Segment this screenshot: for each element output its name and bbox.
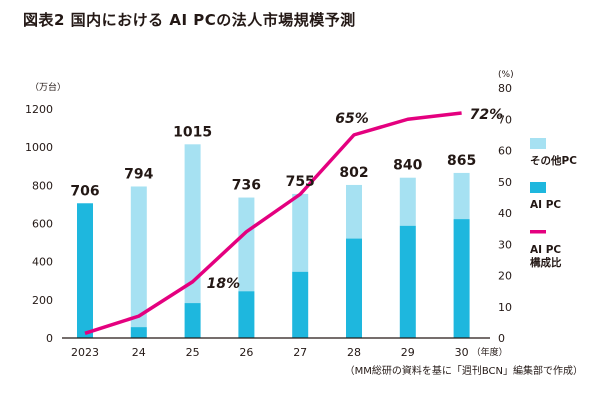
legend-swatch-other-pc bbox=[530, 138, 546, 149]
left-axis-unit: （万台） bbox=[30, 81, 66, 93]
left-y-tick-label: 0 bbox=[46, 332, 53, 345]
x-tick-label: 2023 bbox=[71, 346, 99, 359]
ratio-annotation: 72% bbox=[470, 107, 504, 123]
line-layer bbox=[84, 111, 462, 335]
source-note: （MM総研の資料を基に「週刊BCN」編集部で作成） bbox=[345, 364, 583, 377]
bar-other-pc bbox=[346, 184, 362, 239]
x-tick-label: 25 bbox=[186, 346, 200, 359]
right-y-tick-label: 10 bbox=[498, 301, 512, 314]
right-y-tick-label: 40 bbox=[498, 207, 512, 220]
x-tick-label: 24 bbox=[132, 346, 146, 359]
bar-ai-pc bbox=[184, 303, 201, 338]
legend-swatch-ratio-line bbox=[530, 230, 546, 234]
left-y-tick-label: 200 bbox=[32, 294, 53, 307]
bar-other-pc bbox=[238, 197, 255, 292]
x-axis-unit: （年度） bbox=[472, 346, 508, 358]
x-tick-label: 28 bbox=[347, 346, 361, 359]
legend-swatch-ai-pc bbox=[530, 182, 546, 193]
left-y-tick-label: 1000 bbox=[25, 141, 53, 154]
bars-layer bbox=[77, 144, 470, 338]
bar-other-pc bbox=[292, 193, 309, 272]
right-y-tick-label: 50 bbox=[498, 176, 512, 189]
bar-total-label: 865 bbox=[447, 153, 476, 169]
bar-ai-pc bbox=[346, 238, 362, 338]
right-y-tick-label: 70 bbox=[498, 113, 512, 126]
right-y-tick-label: 60 bbox=[498, 145, 512, 158]
chart-title: 図表2 国内における AI PCの法人市場規模予測 bbox=[23, 11, 356, 29]
bar-other-pc bbox=[453, 172, 470, 220]
bar-ai-pc bbox=[399, 225, 416, 338]
legend-label: 構成比 bbox=[530, 256, 562, 269]
bar-total-label: 755 bbox=[286, 174, 315, 190]
left-y-tick-label: 400 bbox=[32, 256, 53, 269]
right-y-tick-label: 30 bbox=[498, 238, 512, 251]
legend-label: AI PC bbox=[530, 199, 561, 211]
axes-layer: 2023 24 25 26 27 28 29 30 （年度）020040060080010001… bbox=[25, 70, 514, 359]
x-tick-label: 27 bbox=[293, 346, 307, 359]
bar-total-label: 802 bbox=[339, 165, 368, 181]
right-y-tick-label: 80 bbox=[498, 82, 512, 95]
right-y-tick-label: 20 bbox=[498, 270, 512, 283]
bar-other-pc bbox=[77, 203, 93, 338]
bar-total-label: 1015 bbox=[173, 124, 212, 140]
ratio-annotation: 65% bbox=[335, 111, 369, 127]
x-tick-label: 29 bbox=[401, 346, 415, 359]
bar-total-label: 794 bbox=[124, 166, 153, 182]
right-axis-unit: (%) bbox=[498, 70, 514, 80]
left-y-tick-label: 1200 bbox=[25, 103, 53, 116]
x-tick-label: 26 bbox=[239, 346, 253, 359]
bar-other-pc bbox=[130, 186, 147, 328]
bar-ai-pc bbox=[292, 271, 309, 338]
bar-other-pc bbox=[399, 177, 416, 226]
bar-ai-pc bbox=[453, 219, 470, 338]
left-y-tick-label: 800 bbox=[32, 179, 53, 192]
bar-total-label: 706 bbox=[70, 183, 99, 199]
labels-layer: 706 794 1015 736 755 802 840 865 18% 65% 72% bbox=[70, 107, 503, 292]
bar-total-label: 840 bbox=[393, 158, 422, 174]
ratio-annotation: 18% bbox=[207, 276, 241, 292]
bar-ai-pc bbox=[238, 291, 255, 338]
legend-label: AI PC bbox=[530, 244, 561, 256]
bar-ai-pc bbox=[130, 327, 147, 338]
legend-label: その他PC bbox=[530, 154, 577, 167]
bar-total-label: 736 bbox=[232, 178, 261, 194]
x-tick-label: 30 bbox=[455, 346, 469, 359]
right-y-tick-label: 0 bbox=[498, 332, 505, 345]
ratio-line bbox=[84, 111, 462, 335]
left-y-tick-label: 600 bbox=[32, 218, 53, 231]
bar-other-pc bbox=[184, 144, 201, 304]
